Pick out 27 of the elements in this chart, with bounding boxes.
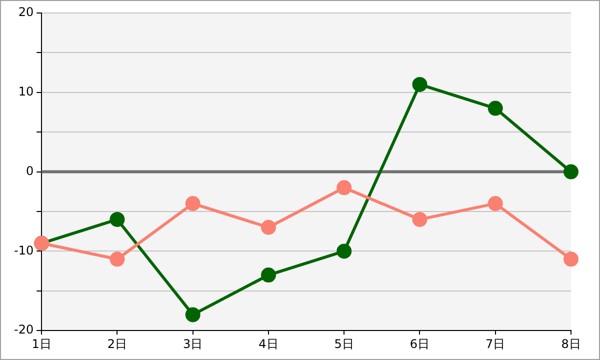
- point: [412, 76, 428, 92]
- point: [336, 180, 352, 196]
- point: [488, 100, 503, 116]
- x-tick-label: 5日: [334, 336, 354, 351]
- point: [260, 220, 276, 235]
- point: [110, 212, 125, 227]
- point: [564, 252, 578, 267]
- point: [336, 244, 352, 259]
- x-tick-label: 1日: [32, 336, 52, 351]
- x-tick-label: 2日: [107, 336, 128, 351]
- y-tick-label: 10: [18, 84, 34, 99]
- x-tick-label: 3日: [183, 336, 203, 351]
- x-tick-label: 4日: [258, 336, 278, 351]
- x-tick-label: 7日: [486, 336, 506, 351]
- point: [488, 196, 503, 212]
- point: [412, 212, 428, 227]
- point: [260, 268, 276, 283]
- y-tick-label: 0: [26, 164, 34, 178]
- y-tick-label: -10: [14, 243, 34, 258]
- x-tick-label: 6日: [410, 336, 430, 351]
- y-tick-label: -20: [14, 322, 34, 337]
- x-tick-label: 8日: [561, 336, 581, 351]
- point: [564, 164, 578, 180]
- point: [110, 252, 125, 267]
- point: [185, 196, 200, 212]
- point: [185, 307, 200, 322]
- y-tick-label: 20: [18, 5, 34, 20]
